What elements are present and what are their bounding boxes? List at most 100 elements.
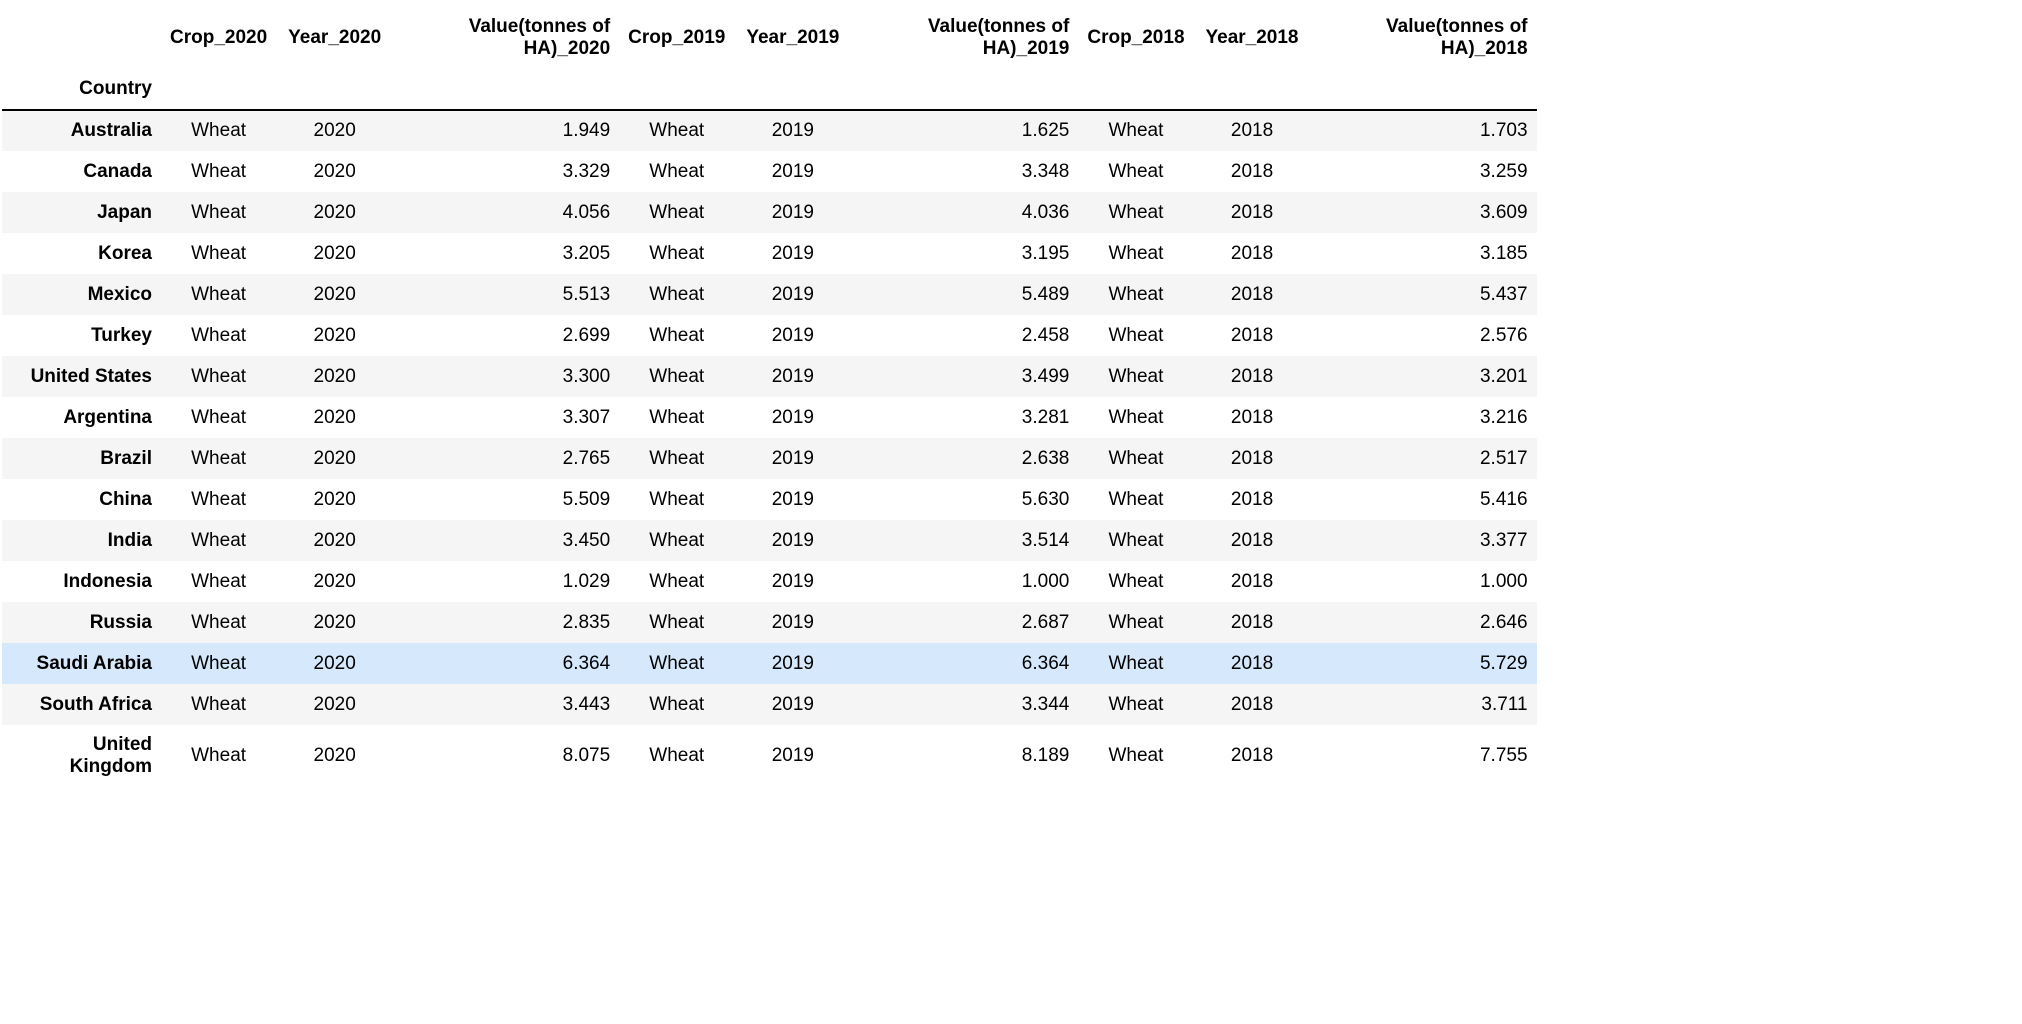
cell-year-2019: 2019 [771,745,814,766]
cell-value-2019: 3.499 [1021,365,1070,387]
cell-value-2019: 8.189 [1021,745,1070,766]
row-label-country: China [99,488,152,510]
cell-crop-2018: Wheat [1108,242,1164,264]
cell-year-2019: 2019 [771,201,814,223]
cell-value-2018: 2.576 [1479,324,1528,346]
cell-value-2019: 1.000 [1021,570,1070,592]
cell-value-2019: 6.364 [1021,652,1070,674]
dataframe-output: Crop_2020 Year_2020 Value(tonnes of HA)_… [2,8,1537,787]
cell-crop-2019: Wheat [649,570,705,592]
cell-year-2018: 2018 [1230,570,1274,592]
table-row: Japan Wheat 2020 4.056 Wheat 2019 4.036 Wheat 20… [2,192,1537,233]
cell-crop-2019: Wheat [649,652,705,674]
cell-value-2019: 2.638 [1021,447,1070,469]
cell-year-2018: 2018 [1230,242,1274,264]
cell-value-2019: 2.458 [1021,324,1070,346]
row-label-country: South Africa [39,693,152,715]
cell-year-2020: 2020 [313,652,356,674]
cell-crop-2018: Wheat [1108,447,1164,469]
cell-crop-2018: Wheat [1108,324,1164,346]
cell-value-2020: 3.443 [562,693,611,715]
index-row-filler [851,68,1079,111]
cell-value-2018: 3.216 [1479,406,1528,428]
column-header-crop-2019: Crop_2019 [628,27,726,48]
column-header-value-2018: Value(tonnes of HA)_2018 [1386,16,1528,59]
cell-year-2020: 2020 [313,160,356,182]
cell-value-2019: 5.630 [1021,488,1070,510]
cell-crop-2020: Wheat [191,570,247,592]
cell-year-2020: 2020 [313,693,356,715]
table-header: Crop_2020 Year_2020 Value(tonnes of HA)_… [2,8,1537,111]
cell-year-2020: 2020 [313,324,356,346]
index-row-filler [619,68,735,111]
column-header-row: Crop_2020 Year_2020 Value(tonnes of HA)_… [2,8,1537,68]
cell-crop-2018: Wheat [1108,201,1164,223]
cell-year-2020: 2020 [313,488,356,510]
table-row: United States Wheat 2020 3.300 Wheat 2019 3.49… [2,356,1537,397]
cell-crop-2019: Wheat [649,160,705,182]
row-label-country: India [107,529,152,551]
cell-crop-2020: Wheat [191,120,247,141]
cell-crop-2020: Wheat [191,488,247,510]
cell-year-2019: 2019 [771,693,814,715]
cell-value-2020: 1.029 [562,570,611,592]
cell-year-2019: 2019 [771,406,814,428]
cell-year-2020: 2020 [313,447,356,469]
table-row: India Wheat 2020 3.450 Wheat 2019 3.514 Wheat 20… [2,520,1537,561]
table-row: Russia Wheat 2020 2.835 Wheat 2019 2.687 Wheat 2… [2,602,1537,643]
cell-year-2019: 2019 [771,160,814,182]
cell-year-2019: 2019 [771,283,814,305]
cell-value-2018: 5.729 [1479,652,1528,674]
cell-year-2020: 2020 [313,529,356,551]
cell-crop-2019: Wheat [649,324,705,346]
index-row-filler [1078,68,1194,111]
cell-year-2019: 2019 [771,611,814,633]
cell-value-2020: 3.307 [562,406,611,428]
table-row: Mexico Wheat 2020 5.513 Wheat 2019 5.489 Wheat 2… [2,274,1537,315]
row-label-country: United States [30,365,152,387]
cell-value-2020: 2.835 [562,611,611,633]
cell-value-2018: 3.609 [1479,201,1528,223]
cell-value-2019: 3.195 [1021,242,1070,264]
cell-value-2019: 3.514 [1021,529,1070,551]
table-body: Australia Wheat 2020 1.949 Wheat 2019 1.625 Whe… [2,110,1537,787]
cell-value-2020: 5.509 [562,488,611,510]
cell-crop-2020: Wheat [191,365,247,387]
cell-year-2019: 2019 [771,529,814,551]
cell-crop-2019: Wheat [649,447,705,469]
cell-year-2018: 2018 [1230,447,1274,469]
cell-crop-2020: Wheat [191,447,247,469]
cell-year-2018: 2018 [1230,283,1274,305]
cell-value-2020: 8.075 [562,745,611,766]
row-label-country: Saudi Arabia [36,652,152,674]
cell-year-2020: 2020 [313,283,356,305]
cell-year-2020: 2020 [313,201,356,223]
table-row: Brazil Wheat 2020 2.765 Wheat 2019 2.638 Wheat 2… [2,438,1537,479]
cell-year-2019: 2019 [771,365,814,387]
cell-crop-2020: Wheat [191,160,247,182]
table-row: Korea Wheat 2020 3.205 Wheat 2019 3.195 Wheat 20… [2,233,1537,274]
row-label-country: Japan [97,201,152,223]
row-label-country: Argentina [63,406,152,428]
table-row: United Kingdom Wheat 2020 8.075 Wheat 2019 8.1… [2,725,1537,787]
column-header-crop-2020: Crop_2020 [170,27,268,48]
row-label-country: Turkey [91,324,152,346]
cell-year-2018: 2018 [1230,201,1274,223]
index-name-header: Country [2,68,161,111]
cell-year-2020: 2020 [313,570,356,592]
table-row: Saudi Arabia Wheat 2020 6.364 Wheat 2019 6.364… [2,643,1537,684]
cell-year-2019: 2019 [771,242,814,264]
cell-crop-2020: Wheat [191,283,247,305]
cell-crop-2020: Wheat [191,529,247,551]
dataframe-table: Crop_2020 Year_2020 Value(tonnes of HA)_… [2,8,1537,787]
column-header-value-2020: Value(tonnes of HA)_2020 [468,16,611,59]
index-row-filler [734,68,852,111]
cell-value-2020: 5.513 [562,283,611,305]
cell-crop-2019: Wheat [649,693,705,715]
cell-value-2019: 3.348 [1021,160,1070,182]
cell-year-2019: 2019 [771,324,814,346]
cell-crop-2018: Wheat [1108,488,1164,510]
cell-crop-2020: Wheat [191,324,247,346]
row-label-country: Russia [89,611,152,633]
cell-value-2020: 3.205 [562,242,611,264]
